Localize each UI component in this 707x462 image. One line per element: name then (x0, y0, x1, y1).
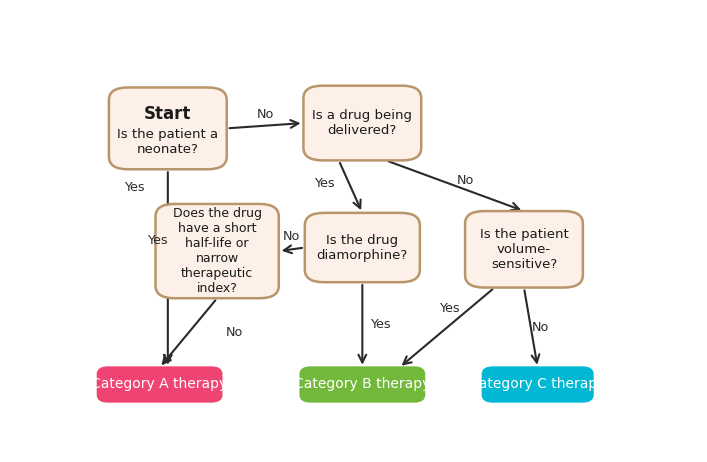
FancyBboxPatch shape (483, 368, 592, 401)
Text: Yes: Yes (370, 318, 390, 331)
Text: Category C therapy: Category C therapy (469, 377, 606, 391)
Text: No: No (283, 231, 300, 243)
Text: Category A therapy: Category A therapy (91, 377, 228, 391)
Text: No: No (257, 109, 274, 122)
FancyBboxPatch shape (305, 213, 420, 282)
FancyBboxPatch shape (300, 368, 424, 401)
FancyBboxPatch shape (98, 368, 221, 401)
FancyBboxPatch shape (465, 211, 583, 287)
FancyBboxPatch shape (303, 85, 421, 160)
Text: No: No (457, 174, 474, 187)
Text: Yes: Yes (147, 234, 168, 247)
Text: No: No (226, 327, 243, 340)
Text: Is the patient
volume-
sensitive?: Is the patient volume- sensitive? (479, 228, 568, 271)
Text: Does the drug
have a short
half-life or
narrow
therapeutic
index?: Does the drug have a short half-life or … (173, 207, 262, 295)
Text: Is the patient a
neonate?: Is the patient a neonate? (117, 128, 218, 156)
Text: No: No (532, 321, 549, 334)
Text: Start: Start (144, 105, 192, 123)
Text: Yes: Yes (315, 176, 335, 189)
FancyBboxPatch shape (156, 204, 279, 298)
Text: Is a drug being
delivered?: Is a drug being delivered? (312, 109, 412, 137)
Text: Yes: Yes (439, 303, 460, 316)
Text: Category B therapy: Category B therapy (294, 377, 431, 391)
Text: Is the drug
diamorphine?: Is the drug diamorphine? (317, 233, 408, 261)
FancyBboxPatch shape (109, 87, 227, 169)
Text: Yes: Yes (124, 181, 145, 194)
